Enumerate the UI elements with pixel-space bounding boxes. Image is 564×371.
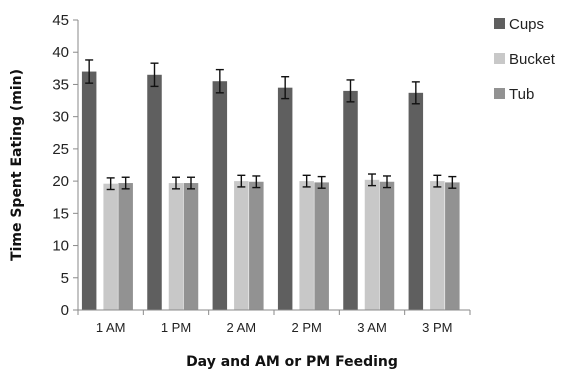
error-bar-bucket-5	[368, 173, 376, 187]
bar-tub-1	[118, 183, 133, 310]
bar-cups-3	[212, 81, 228, 310]
error-bar-cups-6	[411, 81, 420, 105]
bar-bucket-4	[299, 181, 314, 310]
axes-layer	[73, 19, 471, 315]
legend-swatch-tub	[494, 88, 505, 99]
y-tick-label: 5	[61, 270, 69, 287]
y-tick-label: 40	[52, 44, 69, 61]
bar-bucket-5	[364, 179, 380, 310]
y-tick-label: 20	[52, 173, 69, 190]
legend: Cups Bucket Tub	[494, 16, 556, 103]
bar-cups-6	[408, 92, 424, 310]
x-tick-label: 1 AM	[96, 320, 126, 335]
bars-layer	[81, 71, 460, 310]
y-tick-label: 25	[52, 141, 69, 158]
bar-cups-4	[277, 87, 293, 310]
error-bar-tub-2	[187, 176, 195, 190]
error-bar-bucket-4	[302, 174, 311, 188]
legend-label-tub: Tub	[509, 86, 534, 103]
error-bar-cups-2	[150, 62, 159, 88]
y-tick-label: 30	[52, 109, 69, 126]
error-bar-bucket-2	[172, 176, 180, 190]
x-tick-label: 3 AM	[357, 320, 387, 335]
bar-cups-5	[343, 90, 358, 310]
error-bar-tub-3	[252, 175, 261, 189]
error-bar-tub-1	[121, 176, 130, 190]
y-tick-label: 10	[52, 238, 69, 255]
legend-label-cups: Cups	[509, 16, 544, 33]
bar-tub-4	[314, 182, 329, 310]
legend-item-bucket: Bucket	[494, 51, 556, 68]
y-tick-label: 35	[52, 76, 69, 93]
x-tick-label: 2 AM	[227, 320, 257, 335]
bar-bucket-3	[234, 181, 249, 310]
x-tick-label: 2 PM	[291, 320, 321, 335]
error-bar-tub-5	[383, 175, 391, 189]
bar-tub-6	[445, 182, 460, 310]
bar-tub-5	[379, 181, 395, 310]
error-bar-bucket-6	[433, 174, 442, 188]
y-tick-label: 0	[61, 302, 69, 319]
bar-cups-1	[81, 71, 97, 310]
bar-bucket-1	[103, 183, 118, 310]
labels-layer: 0 5 10 15 20 25 30 35 40 45 1 AM 1 PM 2 AM 2 PM 3 AM 3 …	[52, 12, 452, 335]
error-bar-tub-4	[317, 175, 326, 189]
error-bar-bucket-3	[237, 174, 246, 188]
error-bar-cups-1	[85, 59, 94, 84]
bar-tub-3	[249, 181, 264, 310]
bar-bucket-2	[168, 183, 184, 310]
legend-swatch-cups	[494, 18, 505, 29]
y-tick-label: 45	[52, 12, 69, 29]
error-bar-cups-5	[346, 79, 355, 103]
legend-item-cups: Cups	[494, 16, 544, 33]
y-tick-label: 15	[52, 205, 69, 222]
y-axis-title: Time Spent Eating (min)	[9, 69, 25, 261]
error-bars-layer	[85, 59, 457, 191]
legend-label-bucket: Bucket	[509, 51, 556, 68]
x-tick-label: 3 PM	[422, 320, 452, 335]
x-tick-label: 1 PM	[161, 320, 191, 335]
error-bar-cups-4	[281, 76, 290, 100]
legend-swatch-bucket	[494, 53, 505, 64]
bar-tub-2	[183, 183, 199, 310]
bar-cups-2	[147, 74, 162, 310]
error-bar-tub-6	[448, 175, 457, 189]
error-bar-cups-3	[215, 68, 224, 94]
error-bar-bucket-1	[106, 177, 115, 191]
bar-bucket-6	[430, 181, 445, 310]
x-axis-title: Day and AM or PM Feeding	[186, 354, 398, 370]
legend-item-tub: Tub	[494, 86, 534, 103]
